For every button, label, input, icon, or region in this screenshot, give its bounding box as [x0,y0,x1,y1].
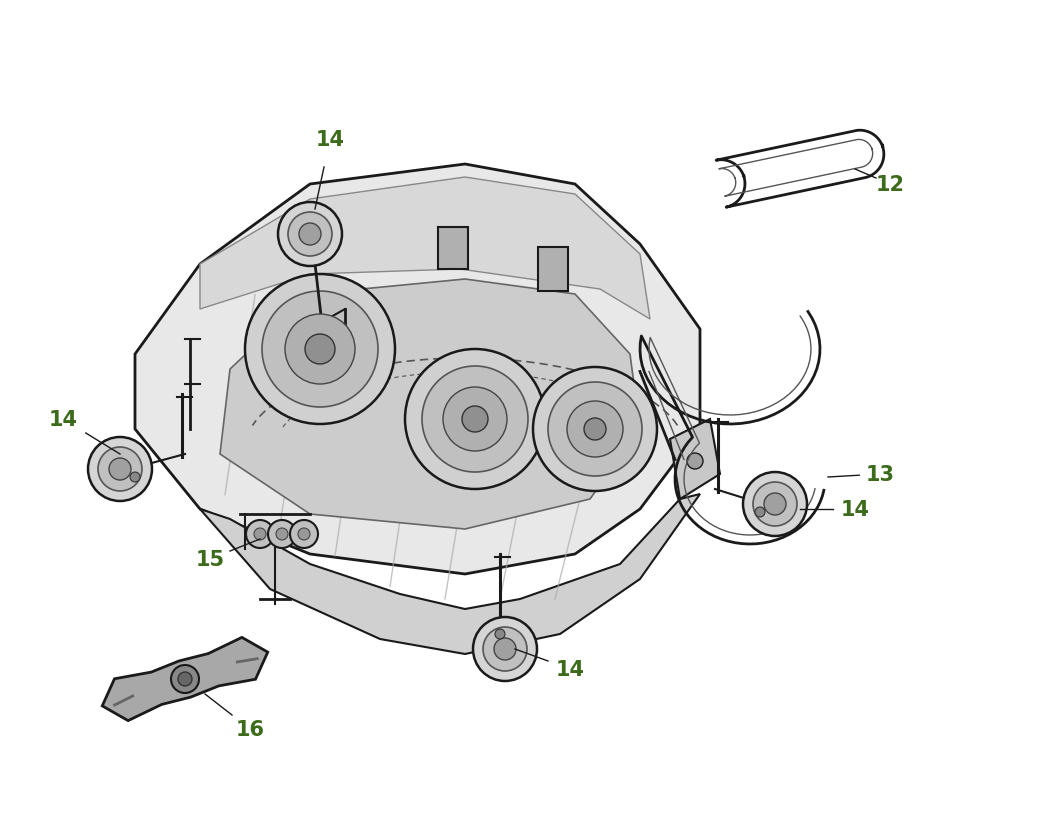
Circle shape [305,335,335,365]
Circle shape [109,458,131,480]
Circle shape [130,472,140,482]
Circle shape [245,275,395,424]
Circle shape [98,447,142,491]
Polygon shape [670,419,720,500]
Text: 14: 14 [841,500,869,519]
Circle shape [276,528,288,540]
Text: 14: 14 [49,409,77,429]
Circle shape [285,314,355,385]
Text: 16: 16 [235,719,265,739]
Circle shape [421,366,528,472]
Circle shape [170,665,199,693]
Circle shape [462,407,488,433]
Text: 14: 14 [556,659,585,679]
Polygon shape [200,178,650,319]
Circle shape [288,213,333,256]
Polygon shape [134,165,700,574]
Circle shape [755,508,765,518]
Circle shape [178,672,192,686]
Polygon shape [200,495,700,654]
Circle shape [443,388,507,452]
Circle shape [483,627,527,672]
Circle shape [584,418,606,441]
Polygon shape [538,248,568,292]
Polygon shape [220,280,640,529]
Circle shape [299,224,321,246]
Text: 15: 15 [196,549,225,569]
Circle shape [405,350,545,490]
Circle shape [246,520,274,548]
Text: 12: 12 [876,174,904,195]
Circle shape [262,292,378,408]
Polygon shape [438,227,468,270]
Circle shape [279,203,342,266]
Circle shape [687,453,703,470]
Circle shape [290,520,318,548]
Circle shape [473,617,537,681]
Circle shape [88,437,152,501]
Circle shape [268,520,297,548]
Circle shape [298,528,310,540]
Circle shape [548,383,642,476]
Circle shape [495,629,505,639]
Text: 14: 14 [316,130,344,150]
Polygon shape [103,638,268,721]
Circle shape [753,482,797,526]
Text: 13: 13 [865,465,895,485]
Circle shape [743,472,807,537]
Circle shape [764,494,786,515]
Circle shape [533,367,657,491]
Circle shape [567,402,623,457]
Circle shape [493,638,516,660]
Circle shape [254,528,266,540]
